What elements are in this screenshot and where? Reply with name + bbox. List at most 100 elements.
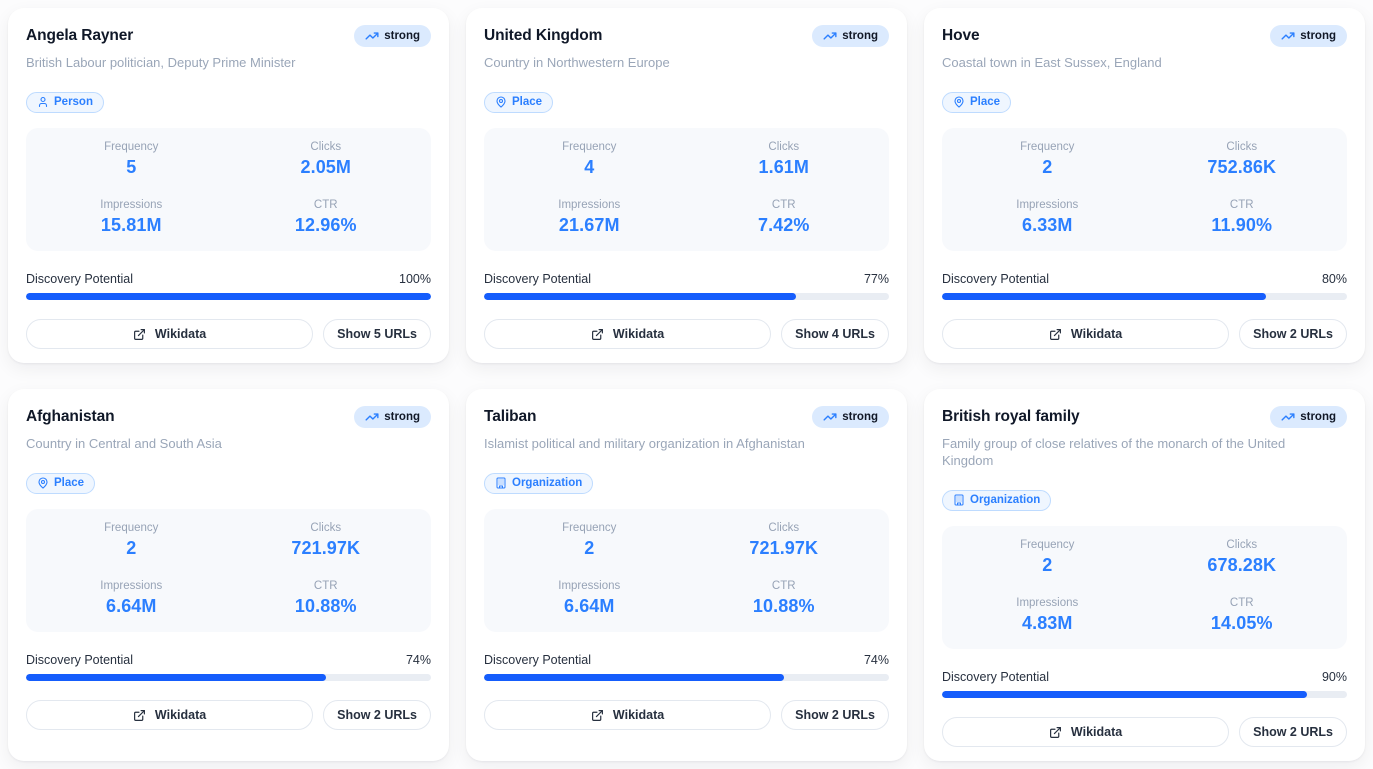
metric-clicks: Clicks 678.28K: [1145, 539, 1340, 576]
metric-value: 752.86K: [1207, 157, 1277, 178]
entity-type-label: Place: [970, 96, 1001, 109]
discovery-potential-row: Discovery Potential 90%: [942, 670, 1347, 684]
strength-badge: strong: [354, 406, 431, 429]
wikidata-button-label: Wikidata: [612, 327, 665, 342]
discovery-potential-row: Discovery Potential 80%: [942, 272, 1347, 286]
metric-impressions: Impressions 6.64M: [492, 580, 687, 617]
strength-label: strong: [384, 411, 420, 424]
entity-title: United Kingdom: [484, 27, 603, 44]
metric-frequency: Frequency 2: [950, 539, 1145, 576]
metric-frequency: Frequency 5: [34, 141, 229, 178]
entity-title: Angela Rayner: [26, 27, 134, 44]
entity-card-taliban: Taliban strong Islamist political and mi…: [466, 389, 907, 762]
wikidata-button[interactable]: Wikidata: [26, 319, 314, 350]
metric-impressions: Impressions 6.64M: [34, 580, 229, 617]
metric-ctr: CTR 11.90%: [1145, 199, 1340, 236]
discovery-potential-percent: 74%: [863, 653, 889, 668]
external-link-icon: [591, 328, 603, 340]
trending-up-icon: [365, 32, 379, 40]
trending-up-icon: [1281, 32, 1295, 40]
strength-badge: strong: [1270, 406, 1347, 429]
metric-value: 6.64M: [563, 596, 615, 617]
metric-clicks: Clicks 752.86K: [1145, 141, 1340, 178]
card-actions: Wikidata Show 2 URLs: [942, 319, 1347, 350]
metric-label: Frequency: [562, 141, 617, 154]
metric-label: Impressions: [100, 199, 163, 212]
strength-label: strong: [1300, 411, 1336, 424]
metric-ctr: CTR 7.42%: [687, 199, 882, 236]
metric-value: 4: [584, 157, 595, 178]
metric-value: 10.88%: [294, 596, 357, 617]
metric-clicks: Clicks 1.61M: [687, 141, 882, 178]
show-urls-button[interactable]: Show 2 URLs: [781, 700, 889, 731]
show-urls-button[interactable]: Show 5 URLs: [323, 319, 431, 350]
strength-label: strong: [1300, 30, 1336, 42]
metric-value: 2: [1042, 555, 1053, 576]
metric-label: Frequency: [562, 522, 617, 535]
wikidata-button[interactable]: Wikidata: [484, 700, 772, 731]
wikidata-button-label: Wikidata: [1070, 725, 1123, 740]
discovery-progress-bar: [942, 293, 1347, 301]
show-urls-button[interactable]: Show 2 URLs: [1239, 319, 1347, 350]
entity-card-british-royal-family: British royal family strong Family group…: [924, 389, 1365, 762]
discovery-progress-bar: [26, 674, 431, 682]
metric-label: Impressions: [558, 199, 621, 212]
metric-label: Frequency: [104, 522, 159, 535]
discovery-progress-fill: [26, 293, 431, 301]
metric-value: 721.97K: [291, 538, 361, 559]
external-link-icon: [133, 328, 145, 340]
card-header: Hove strong: [942, 25, 1347, 47]
discovery-potential-label: Discovery Potential: [484, 653, 591, 668]
entity-type-label: Organization: [970, 494, 1041, 507]
metric-frequency: Frequency 2: [950, 141, 1145, 178]
discovery-progress-fill: [484, 293, 796, 301]
card-header: United Kingdom strong: [484, 25, 889, 47]
wikidata-button[interactable]: Wikidata: [26, 700, 314, 731]
card-header: Afghanistan strong: [26, 406, 431, 429]
show-urls-button[interactable]: Show 2 URLs: [1239, 717, 1347, 748]
person-icon: [38, 97, 48, 108]
metric-label: CTR: [771, 580, 796, 593]
wikidata-button[interactable]: Wikidata: [484, 319, 772, 350]
metric-label: CTR: [1229, 597, 1254, 610]
metric-clicks: Clicks 721.97K: [687, 522, 882, 559]
metric-value: 2: [126, 538, 137, 559]
metric-label: Clicks: [310, 522, 342, 535]
metric-label: Frequency: [1020, 539, 1075, 552]
trending-up-icon: [823, 413, 837, 421]
discovery-progress-fill: [942, 293, 1266, 301]
card-actions: Wikidata Show 2 URLs: [484, 700, 889, 731]
wikidata-button[interactable]: Wikidata: [942, 717, 1230, 748]
metric-ctr: CTR 12.96%: [229, 199, 424, 236]
wikidata-button[interactable]: Wikidata: [942, 319, 1230, 350]
metric-label: CTR: [1229, 199, 1254, 212]
trending-up-icon: [823, 32, 837, 40]
metric-value: 6.33M: [1021, 215, 1073, 236]
strength-label: strong: [842, 411, 878, 424]
metric-impressions: Impressions 4.83M: [950, 597, 1145, 634]
building-icon: [954, 494, 964, 506]
show-urls-button[interactable]: Show 2 URLs: [323, 700, 431, 731]
metric-label: Impressions: [558, 580, 621, 593]
entity-type-badge: Place: [484, 92, 554, 114]
discovery-potential-label: Discovery Potential: [26, 653, 133, 668]
strength-badge: strong: [1270, 25, 1347, 47]
metric-value: 12.96%: [294, 215, 357, 236]
show-urls-button[interactable]: Show 4 URLs: [781, 319, 889, 350]
metric-label: Impressions: [100, 580, 163, 593]
strength-badge: strong: [812, 406, 889, 429]
discovery-potential-row: Discovery Potential 100%: [26, 272, 431, 286]
entity-title: British royal family: [942, 408, 1080, 426]
metric-ctr: CTR 14.05%: [1145, 597, 1340, 634]
discovery-progress-bar: [942, 691, 1347, 699]
discovery-potential-label: Discovery Potential: [942, 272, 1049, 287]
metric-ctr: CTR 10.88%: [687, 580, 882, 617]
entity-type-badge: Person: [26, 92, 104, 114]
metric-value: 14.05%: [1210, 613, 1273, 634]
metric-value: 11.90%: [1211, 215, 1273, 236]
discovery-potential-row: Discovery Potential 74%: [484, 653, 889, 667]
metrics-panel: Frequency 2 Clicks 678.28K Impressions 4…: [942, 526, 1347, 650]
external-link-icon: [133, 709, 145, 721]
metric-label: Clicks: [768, 141, 800, 154]
external-link-icon: [1049, 726, 1061, 738]
